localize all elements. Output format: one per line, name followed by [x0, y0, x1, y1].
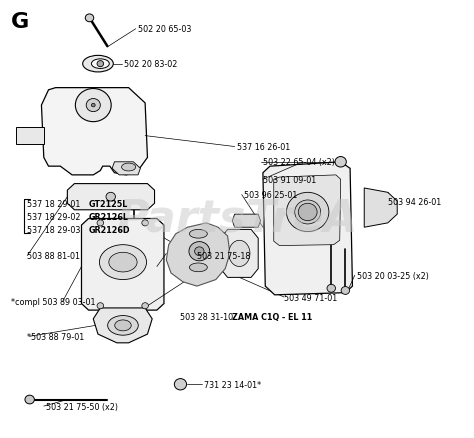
Circle shape — [341, 287, 350, 295]
Polygon shape — [364, 188, 397, 228]
Circle shape — [85, 15, 94, 23]
Circle shape — [195, 247, 204, 256]
Circle shape — [97, 220, 104, 226]
Polygon shape — [82, 219, 164, 311]
Text: 503 94 26-01: 503 94 26-01 — [388, 197, 441, 206]
Ellipse shape — [100, 245, 146, 280]
Circle shape — [189, 242, 210, 261]
Text: 503 96 25-01: 503 96 25-01 — [244, 191, 298, 200]
Polygon shape — [93, 308, 152, 343]
Text: 503 21 75-18: 503 21 75-18 — [197, 251, 250, 261]
Ellipse shape — [190, 230, 207, 239]
Circle shape — [25, 395, 35, 404]
Circle shape — [106, 193, 116, 201]
Polygon shape — [274, 176, 341, 246]
Ellipse shape — [108, 316, 138, 336]
Ellipse shape — [295, 201, 320, 224]
Circle shape — [75, 89, 111, 122]
Polygon shape — [67, 184, 155, 210]
Polygon shape — [112, 162, 140, 176]
Ellipse shape — [229, 241, 250, 267]
Text: 537 18 29-03: 537 18 29-03 — [27, 226, 83, 234]
Text: 503 22 65-04 (x2): 503 22 65-04 (x2) — [263, 158, 335, 167]
Ellipse shape — [286, 193, 329, 232]
Text: *compl 503 89 03-01: *compl 503 89 03-01 — [11, 297, 95, 306]
Text: 503 28 31-10: 503 28 31-10 — [181, 312, 236, 321]
Polygon shape — [232, 215, 261, 228]
Text: GR2126L: GR2126L — [89, 212, 128, 221]
Text: PartsTreA: PartsTreA — [116, 198, 358, 240]
Text: 503 20 03-25 (x2): 503 20 03-25 (x2) — [357, 271, 429, 280]
Text: 731 23 14-01*: 731 23 14-01* — [204, 380, 261, 389]
Polygon shape — [220, 230, 258, 278]
Circle shape — [86, 99, 100, 113]
Text: 537 16 26-01: 537 16 26-01 — [237, 143, 290, 152]
Circle shape — [97, 61, 104, 67]
Circle shape — [335, 157, 346, 168]
Ellipse shape — [121, 164, 136, 172]
Text: 537 18 29-01: 537 18 29-01 — [27, 199, 83, 208]
Text: 503 91 09-01: 503 91 09-01 — [263, 175, 316, 184]
Text: 503 21 75-50 (x2): 503 21 75-50 (x2) — [46, 402, 118, 411]
Ellipse shape — [109, 253, 137, 272]
Ellipse shape — [115, 320, 131, 331]
Circle shape — [97, 303, 104, 309]
Text: 502 20 65-03: 502 20 65-03 — [138, 25, 191, 34]
Polygon shape — [166, 223, 230, 286]
Text: 537 18 29-02: 537 18 29-02 — [27, 212, 83, 221]
Polygon shape — [263, 162, 353, 295]
Circle shape — [91, 104, 95, 108]
Text: GT2125L: GT2125L — [89, 199, 128, 208]
Text: *503 88 79-01: *503 88 79-01 — [27, 332, 84, 341]
Text: 502 20 83-02: 502 20 83-02 — [124, 60, 177, 69]
Circle shape — [142, 303, 148, 309]
Text: GR2126D: GR2126D — [89, 226, 130, 234]
Circle shape — [327, 285, 336, 293]
Ellipse shape — [190, 263, 207, 272]
Ellipse shape — [91, 60, 109, 69]
Text: ZAMA C1Q - EL 11: ZAMA C1Q - EL 11 — [232, 312, 312, 321]
Text: G: G — [11, 12, 29, 32]
Ellipse shape — [82, 56, 113, 73]
Circle shape — [174, 379, 187, 390]
Circle shape — [298, 204, 317, 221]
Text: 503 88 81-01: 503 88 81-01 — [27, 251, 80, 261]
Circle shape — [142, 220, 148, 226]
Polygon shape — [41, 88, 147, 176]
Polygon shape — [16, 127, 44, 145]
Text: 503 49 71-01: 503 49 71-01 — [284, 293, 337, 302]
